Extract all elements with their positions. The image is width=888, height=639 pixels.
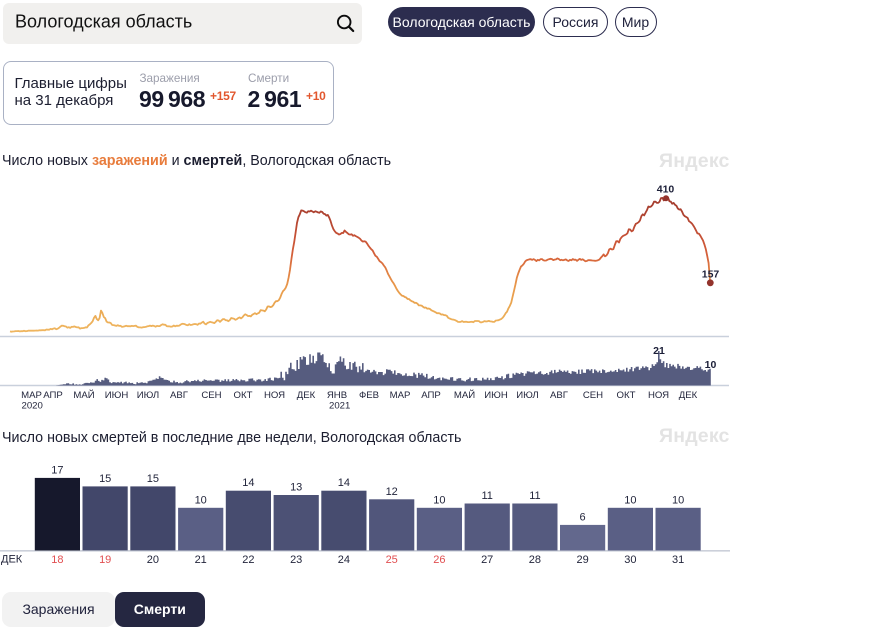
svg-text:МАР: МАР <box>21 390 42 401</box>
svg-text:15: 15 <box>99 473 111 485</box>
svg-text:11: 11 <box>481 490 492 502</box>
svg-text:10: 10 <box>624 494 636 506</box>
svg-text:14: 14 <box>338 477 350 489</box>
svg-text:31: 31 <box>672 554 684 566</box>
svg-text:ФЕВ: ФЕВ <box>359 390 379 401</box>
svg-text:24: 24 <box>338 554 350 566</box>
svg-text:2020: 2020 <box>22 401 43 412</box>
svg-text:АПР: АПР <box>43 390 63 401</box>
svg-text:МАР: МАР <box>390 390 411 401</box>
svg-text:10: 10 <box>195 494 207 506</box>
svg-text:25: 25 <box>386 554 398 566</box>
svg-text:22: 22 <box>242 554 254 566</box>
svg-text:НОЯ: НОЯ <box>264 390 285 401</box>
svg-text:ИЮН: ИЮН <box>484 390 508 401</box>
svg-text:27: 27 <box>481 554 493 566</box>
svg-text:6: 6 <box>580 511 586 523</box>
svg-text:ИЮН: ИЮН <box>105 390 129 401</box>
svg-text:30: 30 <box>624 554 636 566</box>
svg-text:2021: 2021 <box>329 401 350 412</box>
svg-text:19: 19 <box>99 554 111 566</box>
svg-text:29: 29 <box>576 554 588 566</box>
svg-text:АПР: АПР <box>421 390 441 401</box>
svg-text:ДЕК: ДЕК <box>1 554 23 566</box>
svg-text:12: 12 <box>386 486 398 498</box>
svg-text:11: 11 <box>529 490 540 502</box>
svg-text:14: 14 <box>242 477 254 489</box>
svg-text:410: 410 <box>657 184 675 196</box>
svg-text:СЕН: СЕН <box>201 390 221 401</box>
svg-text:АВГ: АВГ <box>550 390 569 401</box>
svg-text:ДЕК: ДЕК <box>297 390 316 401</box>
svg-text:157: 157 <box>702 269 720 281</box>
svg-text:ИЮЛ: ИЮЛ <box>137 390 159 401</box>
svg-text:26: 26 <box>433 554 445 566</box>
svg-text:ДЕК: ДЕК <box>679 390 698 401</box>
svg-text:10: 10 <box>433 494 445 506</box>
svg-text:ОКТ: ОКТ <box>234 390 253 401</box>
svg-text:28: 28 <box>529 554 541 566</box>
svg-text:20: 20 <box>147 554 159 566</box>
svg-text:10: 10 <box>672 494 684 506</box>
svg-text:23: 23 <box>290 554 302 566</box>
svg-text:13: 13 <box>290 482 302 494</box>
svg-text:АВГ: АВГ <box>170 390 189 401</box>
svg-text:18: 18 <box>51 554 63 566</box>
svg-text:НОЯ: НОЯ <box>648 390 669 401</box>
svg-text:15: 15 <box>147 473 159 485</box>
svg-text:21: 21 <box>653 345 665 357</box>
svg-text:ЯНВ: ЯНВ <box>327 390 347 401</box>
svg-text:ОКТ: ОКТ <box>617 390 636 401</box>
svg-text:10: 10 <box>705 359 717 371</box>
svg-text:21: 21 <box>195 554 207 566</box>
svg-text:ИЮЛ: ИЮЛ <box>516 390 538 401</box>
svg-text:МАЙ: МАЙ <box>454 389 475 401</box>
svg-text:МАЙ: МАЙ <box>73 389 94 401</box>
svg-text:СЕН: СЕН <box>583 390 603 401</box>
svg-text:17: 17 <box>51 464 63 476</box>
